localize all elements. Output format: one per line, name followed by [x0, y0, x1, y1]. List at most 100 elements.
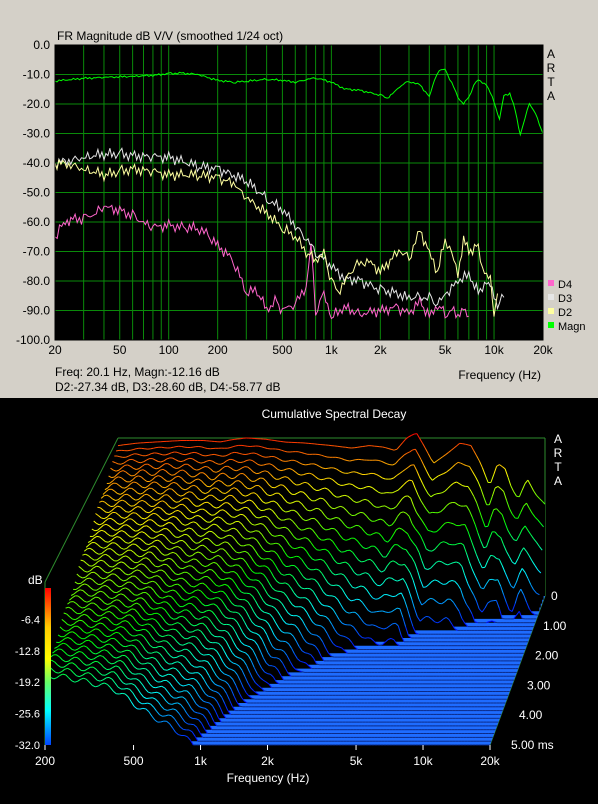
csd-slice-line	[146, 544, 149, 545]
csd-slice-line	[225, 531, 228, 532]
csd-slice-line	[134, 640, 137, 641]
fr-y-tick-label: -30.0	[23, 127, 51, 141]
csd-slice-line	[170, 629, 173, 630]
csd-slice-line	[97, 536, 100, 537]
csd-slice-line	[136, 500, 139, 501]
csd-slice-line	[101, 518, 104, 519]
csd-slice-line	[347, 528, 350, 529]
csd-slice-line	[223, 493, 226, 494]
csd-slice-line	[189, 492, 192, 493]
csd-slice-line	[191, 549, 194, 550]
csd-slice-line	[95, 530, 98, 531]
csd-slice-line	[164, 670, 167, 671]
csd-slice-line	[266, 503, 269, 504]
csd-slice-line	[236, 552, 239, 553]
legend-label-magn: Magn	[558, 321, 586, 333]
csd-slice-line	[281, 470, 284, 471]
arta-letter: R	[547, 61, 556, 75]
csd-slice-line	[430, 598, 433, 599]
csd-slice-line	[186, 454, 189, 455]
csd-slice-line	[247, 460, 250, 461]
csd-slice-line	[173, 629, 176, 630]
csd-slice-line	[376, 533, 379, 534]
csd-slice-line	[210, 460, 213, 461]
csd-slice-line	[221, 441, 224, 442]
csd-slice-line	[391, 508, 394, 509]
csd-slice-line	[195, 516, 198, 517]
csd-slice-line	[249, 639, 252, 640]
fr-x-tick-label: 20k	[533, 343, 553, 357]
legend-swatch-magn	[548, 322, 554, 328]
csd-slice-line	[211, 604, 214, 605]
readout-line-2: D2:-27.34 dB, D3:-28.60 dB, D4:-58.77 dB	[55, 380, 280, 394]
csd-slice-line	[386, 612, 389, 613]
csd-slice-line	[399, 565, 402, 566]
csd-slice-line	[226, 440, 229, 441]
csd-slice-line	[275, 649, 278, 650]
csd-slice-line	[97, 507, 100, 508]
csd-slice-line	[340, 636, 343, 637]
csd-slice-line	[353, 460, 356, 461]
csd-slice-line	[347, 484, 350, 485]
csd-slice-line	[367, 559, 370, 560]
csd-slice-line	[362, 638, 365, 639]
csd-slice-line	[468, 445, 471, 446]
csd-slice-line	[123, 556, 126, 557]
csd-slice-line	[351, 472, 354, 473]
csd-slice-line	[153, 513, 156, 514]
fr-y-tick-label: -60.0	[23, 215, 51, 229]
csd-slice-line	[307, 510, 310, 511]
csd-slice-line	[320, 498, 323, 499]
csd-slice-line	[182, 447, 185, 448]
csd-slice-line	[245, 507, 248, 508]
csd-slice-line	[178, 461, 181, 462]
csd-slice-line	[130, 568, 133, 569]
csd-slice-line	[87, 578, 90, 579]
csd-slice-line	[495, 622, 498, 623]
csd-slice-line	[185, 600, 188, 601]
csd-slice-line	[319, 625, 322, 626]
csd-panel: Cumulative Spectral Decay -6.4-12.8-19.2…	[0, 398, 598, 799]
csd-slice-line	[220, 510, 223, 511]
csd-slice-line	[214, 454, 217, 455]
csd-slice-line	[153, 448, 156, 449]
fr-x-tick-label: 200	[208, 343, 228, 357]
csd-slice-line	[206, 455, 209, 456]
csd-slice-line	[368, 473, 371, 474]
csd-slice-line	[491, 555, 494, 556]
csd-slice-line	[144, 620, 147, 621]
fr-y-tick-label: -20.0	[23, 97, 51, 111]
csd-slice-line	[149, 578, 152, 579]
csd-slice-line	[176, 468, 179, 469]
fr-y-tick-label: -70.0	[23, 245, 51, 259]
csd-slice-line	[120, 457, 123, 458]
csd-slice-line	[284, 451, 287, 452]
csd-slice-line	[129, 645, 132, 646]
csd-slice-line	[123, 588, 126, 589]
csd-slice-line	[269, 551, 272, 552]
csd-slice-line	[319, 455, 322, 456]
csd-slice-line	[296, 556, 299, 557]
csd-slice-line	[125, 465, 128, 466]
csd-slice-line	[144, 526, 147, 527]
csd-slice-line	[232, 517, 235, 518]
fr-y-tick-label: -100.0	[16, 333, 50, 347]
csd-slice-line	[169, 523, 172, 524]
csd-slice-line	[130, 450, 133, 451]
csd-slice-line	[214, 592, 217, 593]
csd-slice-line	[264, 691, 267, 692]
csd-slice-line	[250, 580, 253, 581]
csd-slice-line	[302, 538, 305, 539]
csd-slice-line	[334, 585, 337, 586]
csd-slice-line	[220, 456, 223, 457]
csd-slice-line	[240, 454, 243, 455]
csd-slice-line	[258, 626, 261, 627]
csd-slice-line	[152, 475, 155, 476]
csd-slice-line	[328, 468, 331, 469]
csd-slice-line	[164, 630, 167, 631]
fr-x-tick-label: 500	[272, 343, 292, 357]
csd-slice-line	[361, 512, 364, 513]
csd-slice-line	[489, 621, 492, 622]
csd-slice-line	[154, 482, 157, 483]
